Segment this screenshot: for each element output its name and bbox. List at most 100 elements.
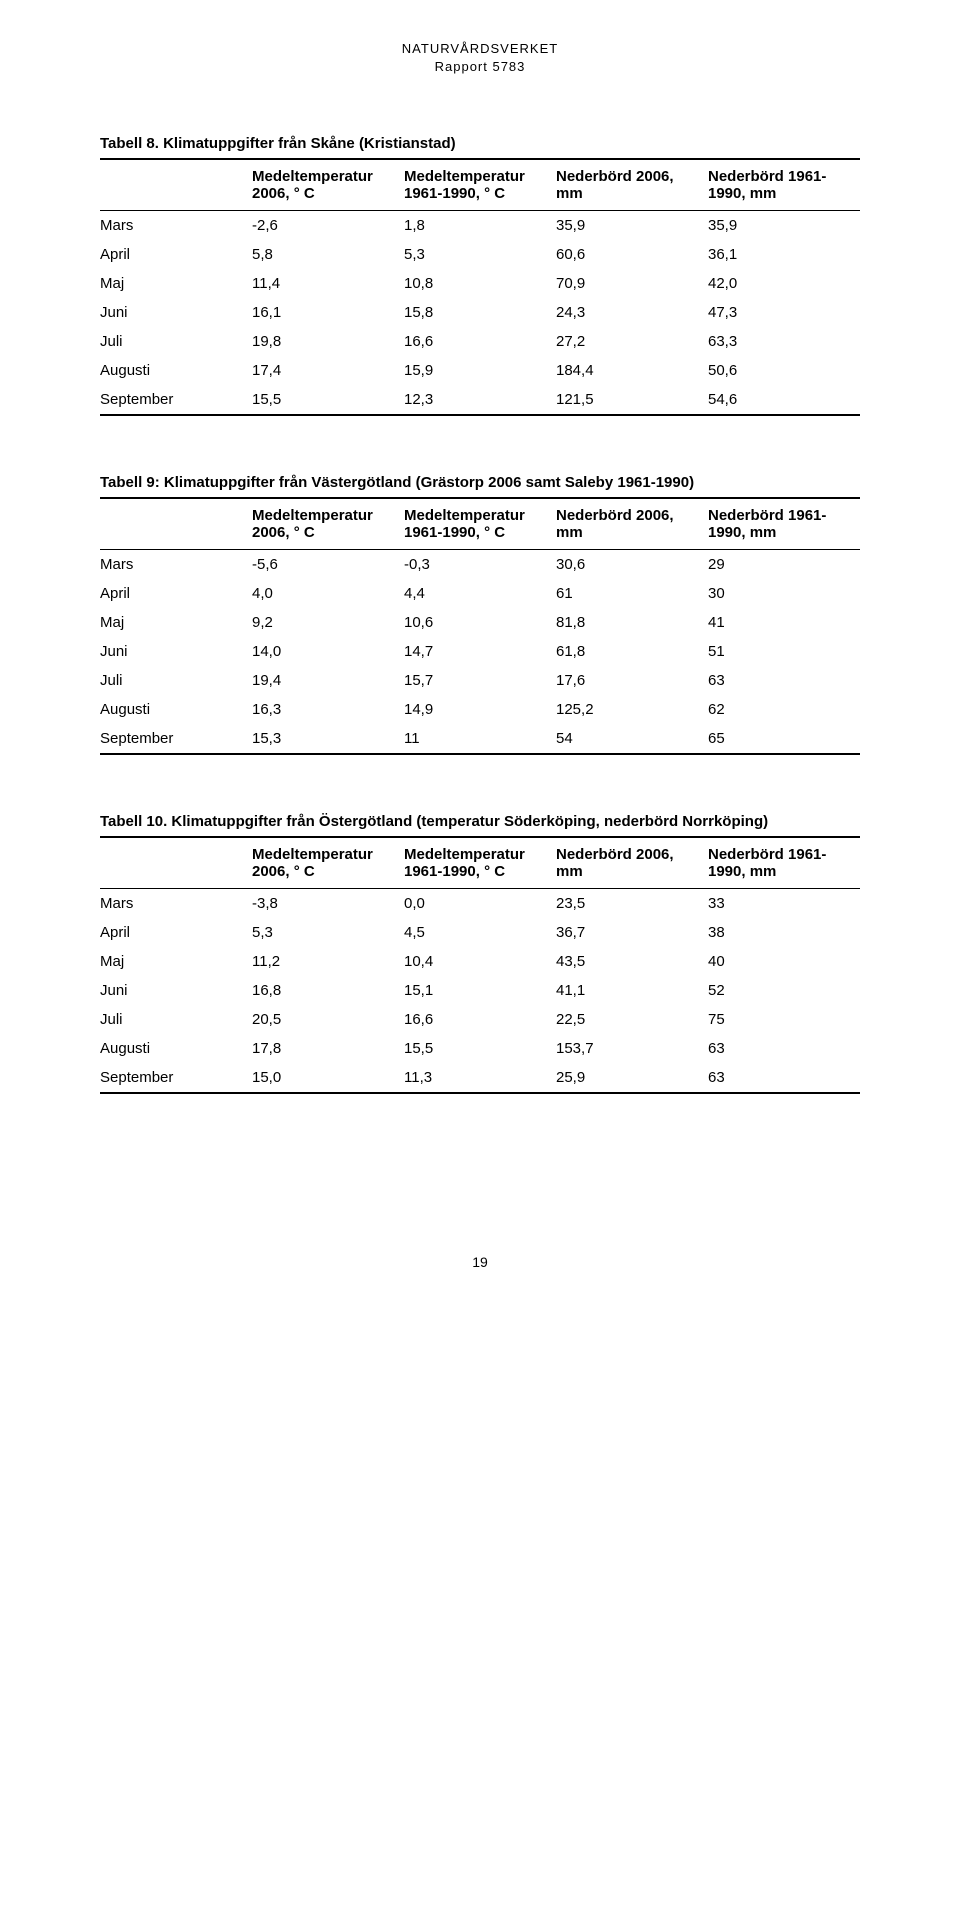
- cell: 10,6: [404, 608, 556, 637]
- cell: 1,8: [404, 211, 556, 241]
- cell: 30: [708, 579, 860, 608]
- cell: 41,1: [556, 976, 708, 1005]
- cell: 10,4: [404, 947, 556, 976]
- cell: 38: [708, 918, 860, 947]
- cell: 35,9: [708, 211, 860, 241]
- table-row: Mars-5,6-0,330,629: [100, 550, 860, 580]
- cell: 19,4: [252, 666, 404, 695]
- header-org: NATURVÅRDSVERKET: [100, 40, 860, 58]
- cell: 5,3: [252, 918, 404, 947]
- cell: 52: [708, 976, 860, 1005]
- col-header-temp-2006: Medeltemperatur 2006, ° C: [252, 837, 404, 889]
- cell: 4,4: [404, 579, 556, 608]
- table-row: April5,85,360,636,1: [100, 240, 860, 269]
- table-row: Juni16,115,824,347,3: [100, 298, 860, 327]
- table-caption: Tabell 9: Klimatuppgifter från Västergöt…: [100, 474, 860, 491]
- cell: 11: [404, 724, 556, 754]
- cell-month: Maj: [100, 947, 252, 976]
- cell: 25,9: [556, 1063, 708, 1093]
- table-caption: Tabell 8. Klimatuppgifter från Skåne (Kr…: [100, 135, 860, 152]
- cell: 4,0: [252, 579, 404, 608]
- cell: 12,3: [404, 385, 556, 415]
- cell: 42,0: [708, 269, 860, 298]
- cell: 14,9: [404, 695, 556, 724]
- page-number: 19: [100, 1254, 860, 1270]
- cell: 27,2: [556, 327, 708, 356]
- cell: 16,3: [252, 695, 404, 724]
- cell: 15,3: [252, 724, 404, 754]
- cell: 15,1: [404, 976, 556, 1005]
- cell: 184,4: [556, 356, 708, 385]
- table-row: Maj11,410,870,942,0: [100, 269, 860, 298]
- climate-table: Medeltemperatur 2006, ° C Medeltemperatu…: [100, 497, 860, 755]
- cell: 63,3: [708, 327, 860, 356]
- cell: 41: [708, 608, 860, 637]
- cell-month: Juli: [100, 327, 252, 356]
- col-header-temp-1961: Medeltemperatur 1961-1990, ° C: [404, 498, 556, 550]
- cell: 0,0: [404, 889, 556, 919]
- cell-month: September: [100, 724, 252, 754]
- cell: 43,5: [556, 947, 708, 976]
- cell: 11,4: [252, 269, 404, 298]
- cell: 4,5: [404, 918, 556, 947]
- table-row: September15,512,3121,554,6: [100, 385, 860, 415]
- cell: 9,2: [252, 608, 404, 637]
- cell: -5,6: [252, 550, 404, 580]
- cell: 22,5: [556, 1005, 708, 1034]
- table-row: Augusti17,815,5153,763: [100, 1034, 860, 1063]
- cell: 65: [708, 724, 860, 754]
- cell: 5,3: [404, 240, 556, 269]
- col-header-precip-1961: Nederbörd 1961-1990, mm: [708, 498, 860, 550]
- cell-month: Augusti: [100, 356, 252, 385]
- cell: -0,3: [404, 550, 556, 580]
- cell: 61,8: [556, 637, 708, 666]
- climate-table: Medeltemperatur 2006, ° C Medeltemperatu…: [100, 158, 860, 416]
- table-row: Juni16,815,141,152: [100, 976, 860, 1005]
- cell-month: April: [100, 579, 252, 608]
- cell: 20,5: [252, 1005, 404, 1034]
- table-row: Juni14,014,761,851: [100, 637, 860, 666]
- table-caption: Tabell 10. Klimatuppgifter från Östergöt…: [100, 813, 860, 830]
- col-header-precip-2006: Nederbörd 2006, mm: [556, 837, 708, 889]
- cell: 14,7: [404, 637, 556, 666]
- cell: 61: [556, 579, 708, 608]
- cell-month: September: [100, 1063, 252, 1093]
- cell: 17,8: [252, 1034, 404, 1063]
- page-header: NATURVÅRDSVERKET Rapport 5783: [100, 40, 860, 75]
- col-header-month: [100, 159, 252, 211]
- cell-month: Augusti: [100, 695, 252, 724]
- cell: 62: [708, 695, 860, 724]
- table-row: Maj9,210,681,841: [100, 608, 860, 637]
- table-header-row: Medeltemperatur 2006, ° C Medeltemperatu…: [100, 837, 860, 889]
- cell: 15,7: [404, 666, 556, 695]
- table-row: Juli19,415,717,663: [100, 666, 860, 695]
- cell: 14,0: [252, 637, 404, 666]
- cell: 11,2: [252, 947, 404, 976]
- cell: 75: [708, 1005, 860, 1034]
- cell: 16,6: [404, 327, 556, 356]
- cell: 36,7: [556, 918, 708, 947]
- col-header-precip-2006: Nederbörd 2006, mm: [556, 159, 708, 211]
- cell: -3,8: [252, 889, 404, 919]
- cell-month: April: [100, 918, 252, 947]
- col-header-month: [100, 498, 252, 550]
- table-header-row: Medeltemperatur 2006, ° C Medeltemperatu…: [100, 498, 860, 550]
- cell: 15,9: [404, 356, 556, 385]
- cell: 33: [708, 889, 860, 919]
- cell: 15,0: [252, 1063, 404, 1093]
- cell: 54,6: [708, 385, 860, 415]
- col-header-month: [100, 837, 252, 889]
- table-row: Augusti16,314,9125,262: [100, 695, 860, 724]
- cell-month: April: [100, 240, 252, 269]
- cell: 54: [556, 724, 708, 754]
- cell: 5,8: [252, 240, 404, 269]
- cell: 15,8: [404, 298, 556, 327]
- table-row: September15,3115465: [100, 724, 860, 754]
- cell: 36,1: [708, 240, 860, 269]
- table-row: September15,011,325,963: [100, 1063, 860, 1093]
- cell: 70,9: [556, 269, 708, 298]
- cell: 60,6: [556, 240, 708, 269]
- col-header-precip-1961: Nederbörd 1961-1990, mm: [708, 159, 860, 211]
- table-header-row: Medeltemperatur 2006, ° C Medeltemperatu…: [100, 159, 860, 211]
- cell: 47,3: [708, 298, 860, 327]
